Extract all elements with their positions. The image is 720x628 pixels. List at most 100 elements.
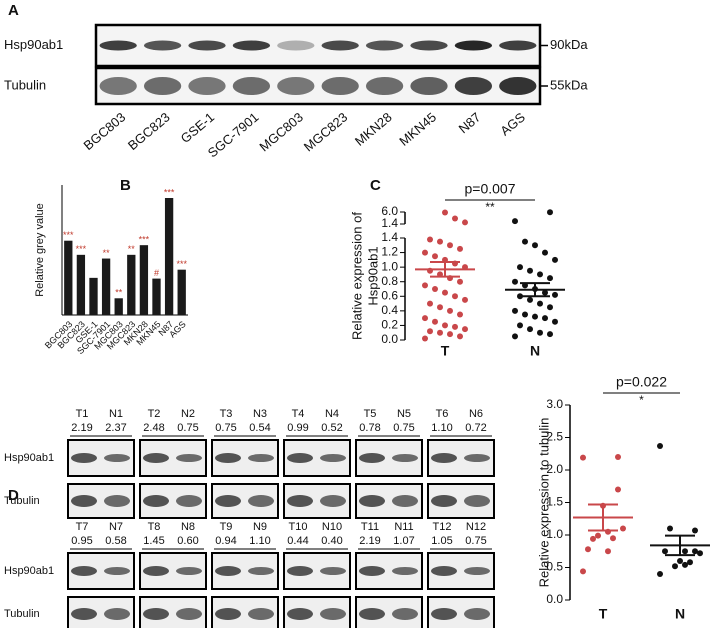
data-point	[662, 548, 668, 555]
band	[188, 77, 226, 95]
lane-label: N5	[397, 408, 411, 420]
band	[365, 40, 404, 51]
lane-label: AGS	[497, 109, 528, 138]
y-tick-label: 6.0	[381, 204, 398, 218]
band	[248, 495, 274, 507]
band	[176, 608, 202, 620]
band	[410, 77, 448, 95]
band	[499, 40, 537, 51]
band	[176, 454, 202, 462]
ratio-label: 1.05	[431, 535, 452, 547]
data-point	[427, 300, 433, 307]
data-point	[512, 278, 518, 285]
band	[321, 40, 359, 51]
lane-label: T5	[364, 408, 377, 420]
data-point	[547, 331, 553, 338]
data-point	[682, 548, 688, 555]
ratio-label: 0.95	[71, 535, 92, 547]
lane-label: N2	[181, 408, 195, 420]
band	[104, 454, 130, 462]
ratio-label: 1.10	[431, 422, 452, 434]
ratio-label: 0.72	[465, 422, 486, 434]
data-point	[590, 535, 596, 542]
ratio-label: 2.48	[143, 422, 164, 434]
band	[454, 77, 493, 95]
band	[499, 77, 537, 95]
data-point	[427, 328, 433, 335]
data-point	[580, 568, 586, 575]
ratio-label: 1.10	[249, 535, 270, 547]
y-tick-label: 1.4	[381, 216, 398, 230]
ratio-label: 0.40	[321, 535, 342, 547]
ratio-label: 0.75	[215, 422, 236, 434]
band	[248, 608, 274, 620]
bar	[64, 240, 73, 315]
significance: ***	[164, 187, 175, 197]
band	[287, 495, 313, 507]
data-point	[427, 236, 433, 243]
band	[431, 566, 457, 576]
row-label: Tubulin	[4, 608, 40, 620]
data-point	[422, 335, 428, 342]
lane-label: T4	[292, 408, 305, 420]
band	[176, 495, 202, 507]
y-tick-label: 0.2	[381, 318, 398, 332]
band	[365, 77, 404, 95]
band	[104, 495, 130, 507]
ratio-label: 0.75	[393, 422, 414, 434]
lane-label: N10	[322, 521, 342, 533]
data-point	[620, 525, 626, 532]
ratio-label: 2.19	[359, 535, 380, 547]
data-point	[542, 315, 548, 322]
data-point	[447, 242, 453, 249]
band	[431, 608, 457, 620]
band	[392, 567, 418, 575]
data-point	[452, 323, 458, 330]
y-tick-label: 0.6	[381, 288, 398, 302]
bar	[139, 245, 149, 315]
bar	[76, 254, 86, 315]
y-tick-label: 1.2	[381, 245, 398, 259]
band	[359, 566, 385, 576]
band	[287, 566, 313, 576]
bar	[101, 258, 111, 315]
data-point	[605, 548, 611, 555]
band	[215, 566, 241, 576]
panel-label: C	[370, 177, 381, 194]
data-point	[547, 275, 553, 282]
data-point	[437, 304, 443, 311]
x-tick-label: N	[530, 343, 540, 359]
data-point	[462, 296, 468, 303]
data-point	[457, 278, 463, 285]
band	[248, 567, 274, 575]
significance: ***	[76, 244, 87, 254]
data-point	[682, 561, 688, 568]
lane-label: T9	[220, 521, 233, 533]
row-label: Tubulin	[4, 495, 40, 507]
lane-label: T3	[220, 408, 233, 420]
lane-label: T10	[289, 521, 308, 533]
data-point	[537, 329, 543, 336]
band	[143, 40, 182, 51]
data-point	[610, 535, 616, 542]
band	[143, 453, 169, 463]
data-point	[422, 315, 428, 322]
ratio-label: 0.52	[321, 422, 342, 434]
bar	[177, 269, 186, 315]
bar	[114, 298, 123, 315]
data-point	[512, 218, 518, 225]
lane-label: BGC803	[80, 109, 128, 153]
data-point	[585, 546, 591, 553]
lane-label: N3	[253, 408, 267, 420]
band	[232, 40, 271, 51]
y-tick-label: 0.0	[546, 592, 563, 606]
significance: ***	[63, 230, 74, 240]
bar	[127, 254, 136, 315]
lane-label: N11	[394, 521, 413, 533]
ratio-label: 0.99	[287, 422, 308, 434]
band	[392, 495, 418, 507]
ratio-label: 1.45	[143, 535, 164, 547]
y-tick-label: 2.0	[546, 462, 563, 476]
data-point	[672, 563, 678, 570]
